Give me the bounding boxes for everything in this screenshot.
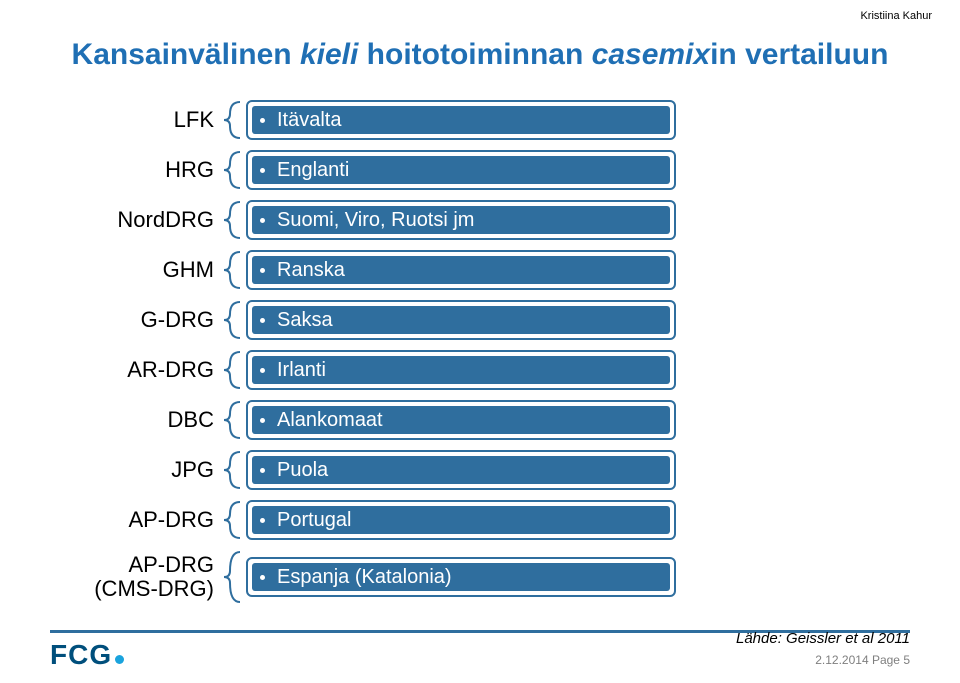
row-label: HRG (90, 157, 220, 183)
value-box: Puola (246, 450, 676, 490)
row-label: AP-DRG (90, 507, 220, 533)
value-text: Itävalta (277, 109, 341, 132)
row-label: NordDRG (90, 207, 220, 233)
value-text: Ranska (277, 259, 345, 282)
value-box: Suomi, Viro, Ruotsi jm (246, 200, 676, 240)
bullet-icon (260, 575, 265, 580)
author-name: Kristiina Kahur (860, 10, 932, 22)
value-box: Ranska (246, 250, 676, 290)
value-box: Englanti (246, 150, 676, 190)
bullet-icon (260, 318, 265, 323)
value-text: Saksa (277, 309, 333, 332)
slide-title: Kansainvälinen kieli hoitotoiminnan case… (50, 38, 910, 72)
brace-icon (220, 500, 246, 540)
value-text: Irlanti (277, 359, 326, 382)
row-label: JPG (90, 457, 220, 483)
value-text: Suomi, Viro, Ruotsi jm (277, 209, 474, 232)
brace-icon (220, 450, 246, 490)
mapping-rows: LFK Itävalta HRG Englanti NordDRG Suomi, V… (90, 100, 910, 604)
brace-icon (220, 200, 246, 240)
bullet-icon (260, 468, 265, 473)
brace-icon (220, 100, 246, 140)
value-text: Portugal (277, 509, 352, 532)
bullet-icon (260, 418, 265, 423)
value-box: Irlanti (246, 350, 676, 390)
bullet-icon (260, 518, 265, 523)
bullet-icon (260, 118, 265, 123)
row-label: AR-DRG (90, 357, 220, 383)
source-citation: Lähde: Geissler et al 2011 (736, 630, 910, 647)
brace-icon (220, 400, 246, 440)
value-text: Englanti (277, 159, 349, 182)
row-label: DBC (90, 407, 220, 433)
fcg-logo: FCG (50, 639, 124, 671)
value-text: Espanja (Katalonia) (277, 566, 452, 589)
value-box: Espanja (Katalonia) (246, 557, 676, 597)
value-box: Itävalta (246, 100, 676, 140)
value-box: Alankomaat (246, 400, 676, 440)
bullet-icon (260, 168, 265, 173)
value-text: Puola (277, 459, 328, 482)
brace-icon (220, 550, 246, 604)
value-text: Alankomaat (277, 409, 383, 432)
bullet-icon (260, 368, 265, 373)
brace-icon (220, 250, 246, 290)
bullet-icon (260, 268, 265, 273)
brace-icon (220, 150, 246, 190)
row-label: GHM (90, 257, 220, 283)
value-box: Portugal (246, 500, 676, 540)
brace-icon (220, 300, 246, 340)
logo-dot-icon (115, 655, 124, 664)
row-label: LFK (90, 107, 220, 133)
value-box: Saksa (246, 300, 676, 340)
bullet-icon (260, 218, 265, 223)
brace-icon (220, 350, 246, 390)
logo-text: FCG (50, 639, 112, 671)
date-page: 2.12.2014 Page 5 (815, 653, 910, 667)
row-label: AP-DRG(CMS-DRG) (90, 553, 220, 601)
row-label: G-DRG (90, 307, 220, 333)
